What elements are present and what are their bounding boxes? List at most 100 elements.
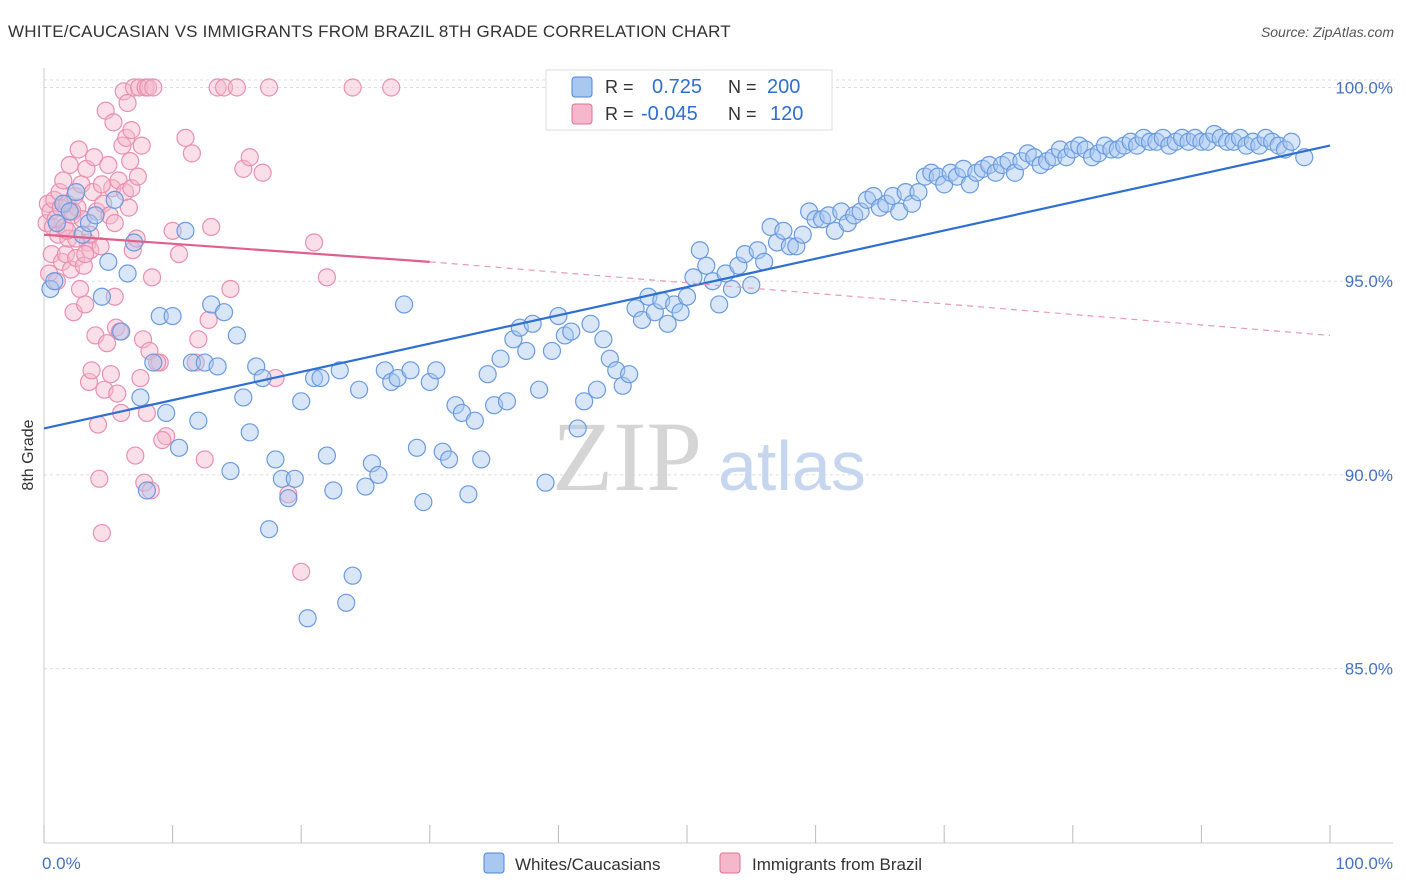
y-axis-title: 8th Grade — [20, 419, 37, 490]
point-whites-caucasians — [67, 183, 86, 202]
watermark-zip: ZIP — [552, 401, 702, 512]
point-whites-caucasians — [568, 419, 587, 438]
point-immigrants-brazil — [60, 155, 79, 175]
point-whites-caucasians — [279, 489, 298, 508]
point-whites-caucasians — [690, 241, 709, 260]
point-immigrants-brazil — [119, 198, 138, 217]
point-immigrants-brazil — [105, 287, 124, 306]
trend-lines — [43, 144, 1331, 430]
series-whites-caucasians — [41, 124, 1314, 628]
trend-line-immigrants-brazil — [43, 233, 430, 263]
point-whites-caucasians — [697, 256, 716, 275]
point-whites-caucasians — [292, 392, 311, 411]
point-whites-caucasians — [298, 609, 317, 628]
point-immigrants-brazil — [126, 446, 145, 465]
point-whites-caucasians — [47, 214, 66, 233]
legend-n-label-blue: N = — [728, 77, 757, 97]
point-whites-caucasians — [92, 287, 111, 306]
legend-n-label-pink: N = — [728, 104, 757, 124]
point-whites-caucasians — [491, 349, 510, 368]
point-immigrants-brazil — [182, 144, 201, 163]
point-whites-caucasians — [247, 357, 266, 376]
point-immigrants-brazil — [227, 78, 246, 97]
point-whites-caucasians — [317, 446, 337, 465]
point-immigrants-brazil — [163, 221, 182, 240]
point-whites-caucasians — [594, 330, 613, 349]
point-immigrants-brazil — [202, 217, 221, 237]
point-whites-caucasians — [600, 349, 619, 368]
point-whites-caucasians — [780, 237, 799, 256]
point-immigrants-brazil — [240, 148, 259, 167]
point-whites-caucasians — [60, 202, 79, 221]
point-immigrants-brazil — [343, 78, 362, 97]
point-whites-caucasians — [626, 299, 645, 318]
point-whites-caucasians — [774, 221, 793, 240]
point-immigrants-brazil — [304, 233, 324, 252]
point-whites-caucasians — [99, 252, 118, 271]
point-immigrants-brazil — [82, 361, 101, 380]
point-whites-caucasians — [504, 330, 523, 349]
point-whites-caucasians — [677, 287, 697, 306]
point-immigrants-brazil — [90, 469, 109, 488]
point-whites-caucasians — [530, 380, 549, 399]
legend-n-value-pink: 120 — [770, 103, 803, 125]
point-immigrants-brazil — [141, 481, 160, 500]
point-immigrants-brazil — [144, 78, 163, 97]
point-immigrants-brazil — [139, 78, 158, 97]
point-whites-caucasians — [472, 450, 491, 469]
point-immigrants-brazil — [214, 78, 234, 97]
point-immigrants-brazil — [76, 295, 95, 314]
legend-r-value-blue: 0.725 — [652, 76, 702, 98]
point-whites-caucasians — [459, 485, 478, 504]
point-immigrants-brazil — [104, 113, 123, 132]
point-whites-caucasians — [234, 388, 253, 407]
point-whites-caucasians — [176, 221, 195, 240]
bottom-legend-swatch-blue — [483, 852, 505, 874]
point-whites-caucasians — [105, 190, 124, 209]
point-immigrants-brazil — [79, 372, 99, 392]
point-whites-caucasians — [523, 314, 542, 333]
watermark: ZIP atlas — [552, 401, 866, 512]
point-immigrants-brazil — [92, 175, 111, 194]
point-whites-caucasians — [1282, 132, 1301, 151]
point-immigrants-brazil — [199, 310, 218, 330]
point-immigrants-brazil — [189, 330, 208, 349]
series-immigrants-brazil — [37, 78, 401, 581]
point-immigrants-brazil — [259, 78, 279, 97]
point-whites-caucasians — [517, 341, 536, 361]
point-whites-caucasians — [73, 225, 92, 244]
point-whites-caucasians — [86, 206, 105, 225]
point-whites-caucasians — [960, 175, 980, 194]
point-immigrants-brazil — [133, 330, 153, 349]
point-whites-caucasians — [542, 341, 562, 361]
point-whites-caucasians — [722, 279, 742, 299]
point-immigrants-brazil — [97, 334, 117, 353]
y-tick-label: 95.0% — [1345, 272, 1393, 291]
point-whites-caucasians — [439, 450, 459, 469]
point-immigrants-brazil — [221, 279, 240, 299]
point-whites-caucasians — [909, 183, 928, 202]
point-whites-caucasians — [45, 272, 64, 291]
point-whites-caucasians — [163, 306, 182, 326]
point-whites-caucasians — [189, 411, 208, 430]
point-whites-caucasians — [324, 481, 343, 500]
point-whites-caucasians — [118, 264, 137, 283]
point-whites-caucasians — [221, 461, 240, 481]
point-immigrants-brazil — [85, 148, 104, 167]
point-whites-caucasians — [356, 477, 375, 496]
point-immigrants-brazil — [131, 368, 150, 388]
source-label: Source: ZipAtlas.com — [1260, 24, 1394, 40]
point-immigrants-brazil — [317, 268, 337, 287]
point-immigrants-brazil — [153, 430, 172, 450]
bottom-legend-label-blue: Whites/Caucasians — [515, 855, 661, 874]
legend-swatch-pink — [571, 103, 593, 125]
point-immigrants-brazil — [92, 523, 111, 543]
y-tick-label: 100.0% — [1335, 78, 1393, 97]
legend-n-value-blue: 200 — [767, 76, 800, 98]
point-immigrants-brazil — [108, 384, 127, 403]
point-immigrants-brazil — [122, 179, 141, 198]
point-whites-caucasians — [536, 473, 555, 492]
point-immigrants-brazil — [169, 244, 189, 264]
point-whites-caucasians — [131, 388, 150, 407]
